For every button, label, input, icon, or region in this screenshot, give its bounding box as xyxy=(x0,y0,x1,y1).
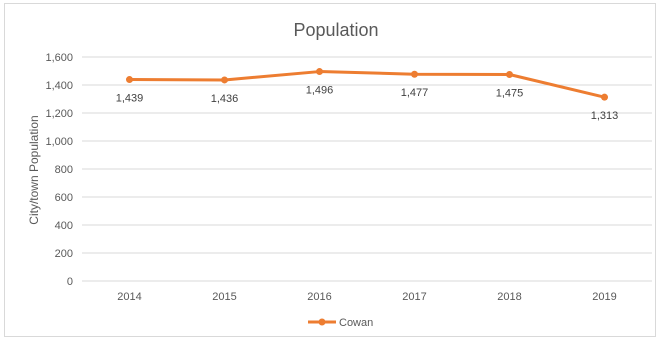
y-tick-label: 200 xyxy=(55,248,73,260)
y-axis-label: City/town Population xyxy=(27,115,41,224)
x-tick-label: 2017 xyxy=(402,291,426,303)
data-point xyxy=(126,76,133,84)
data-label: 1,439 xyxy=(116,93,144,105)
data-point xyxy=(221,76,228,84)
data-label: 1,313 xyxy=(591,110,619,122)
y-tick-label: 400 xyxy=(55,220,73,232)
data-point xyxy=(506,71,513,78)
y-tick-label: 1,600 xyxy=(45,52,73,64)
x-tick-label: 2015 xyxy=(212,291,236,303)
y-tick-label: 1,000 xyxy=(45,136,73,148)
y-tick-label: 1,200 xyxy=(45,108,73,120)
data-label: 1,496 xyxy=(306,85,334,97)
data-label: 1,436 xyxy=(211,93,239,105)
data-point xyxy=(316,68,323,76)
data-label: 1,477 xyxy=(401,87,429,99)
y-tick-label: 800 xyxy=(55,164,73,176)
data-point xyxy=(601,93,608,101)
data-label: 1,475 xyxy=(496,88,524,100)
y-tick-label: 0 xyxy=(67,276,73,288)
series-line-cowan xyxy=(128,70,606,99)
y-tick-label: 600 xyxy=(55,192,73,204)
x-tick-label: 2016 xyxy=(307,291,331,303)
x-tick-label: 2014 xyxy=(117,291,141,303)
legend-marker xyxy=(318,318,326,326)
y-tick-label: 1,400 xyxy=(45,80,73,92)
x-tick-label: 2018 xyxy=(497,291,521,303)
legend-label: Cowan xyxy=(339,317,373,329)
chart-title: Population xyxy=(293,20,378,40)
x-tick-label: 2019 xyxy=(592,291,616,303)
data-point xyxy=(411,70,418,78)
